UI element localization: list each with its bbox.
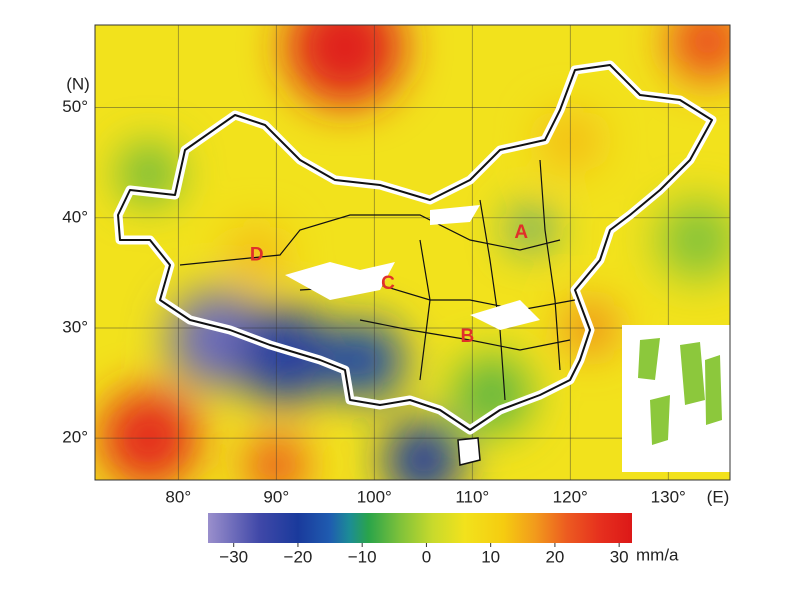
site-label: C bbox=[381, 273, 395, 294]
x-axis-label: (E) bbox=[707, 487, 730, 506]
colorbar-tick-label: −10 bbox=[348, 547, 377, 566]
y-tick-label: 20° bbox=[62, 428, 88, 447]
colorbar-tick-label: 20 bbox=[545, 547, 564, 566]
x-tick-label: 130° bbox=[651, 487, 686, 506]
china-outline bbox=[113, 60, 730, 472]
field-blob bbox=[237, 306, 336, 405]
field-blobs bbox=[99, 25, 730, 480]
field-blob bbox=[325, 321, 404, 401]
field-blob bbox=[511, 209, 551, 249]
x-tick-label: 120° bbox=[553, 487, 588, 506]
x-tick-label: 90° bbox=[263, 487, 289, 506]
field-blob bbox=[668, 25, 730, 81]
colorbar-ticks: −30 −20 −10 0 10 20 30 bbox=[219, 543, 629, 566]
site-label: D bbox=[250, 244, 264, 265]
y-tick-label: 50° bbox=[62, 97, 88, 116]
colorbar-tick-label: 0 bbox=[422, 547, 431, 566]
y-tick-label: 30° bbox=[62, 317, 88, 336]
colorbar-unit: mm/a bbox=[636, 545, 679, 564]
y-axis-label: (N) bbox=[66, 74, 90, 93]
colorbar-tick-label: 30 bbox=[610, 547, 629, 566]
site-labels: A B C D bbox=[250, 222, 529, 347]
x-tick-label: 110° bbox=[455, 487, 489, 506]
colorbar-tick-label: −20 bbox=[284, 547, 313, 566]
field-blob bbox=[99, 389, 198, 480]
y-tick-label: 40° bbox=[62, 207, 88, 226]
plot-frame bbox=[94, 24, 731, 481]
field-blob bbox=[384, 420, 463, 480]
colorbar-tick-label: −30 bbox=[219, 547, 248, 566]
field-blob bbox=[227, 225, 287, 285]
colorbar-tick-label: 10 bbox=[481, 547, 500, 566]
x-tick-label: 100° bbox=[357, 487, 392, 506]
site-label: B bbox=[461, 326, 475, 347]
colorbar bbox=[208, 513, 632, 543]
site-label: A bbox=[514, 222, 528, 243]
rate-field bbox=[95, 25, 730, 480]
field-blob bbox=[658, 200, 730, 280]
x-tick-label: 80° bbox=[165, 487, 191, 506]
